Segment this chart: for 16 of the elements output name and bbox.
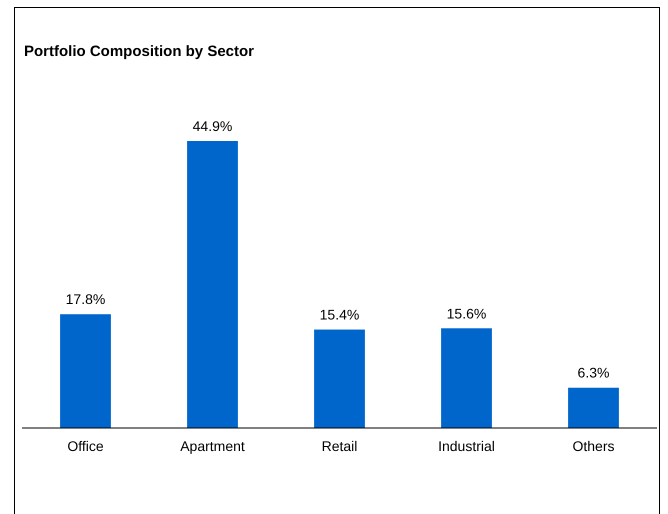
x-tick-label: Industrial xyxy=(438,438,495,454)
x-tick-label: Others xyxy=(572,438,615,454)
bar xyxy=(187,141,238,428)
x-tick-label: Retail xyxy=(322,438,358,454)
data-label: 15.4% xyxy=(320,306,360,323)
data-label: 6.3% xyxy=(578,364,610,381)
x-tick-label: Apartment xyxy=(180,438,245,454)
chart-title: Portfolio Composition by Sector xyxy=(24,43,254,60)
bar xyxy=(60,314,111,428)
bar xyxy=(314,330,365,428)
bar xyxy=(441,328,492,428)
data-label: 15.6% xyxy=(446,305,486,322)
x-tick-label: Office xyxy=(67,438,104,454)
data-label: 44.9% xyxy=(192,118,232,134)
data-label: 17.8% xyxy=(66,291,106,308)
bar xyxy=(568,388,619,428)
